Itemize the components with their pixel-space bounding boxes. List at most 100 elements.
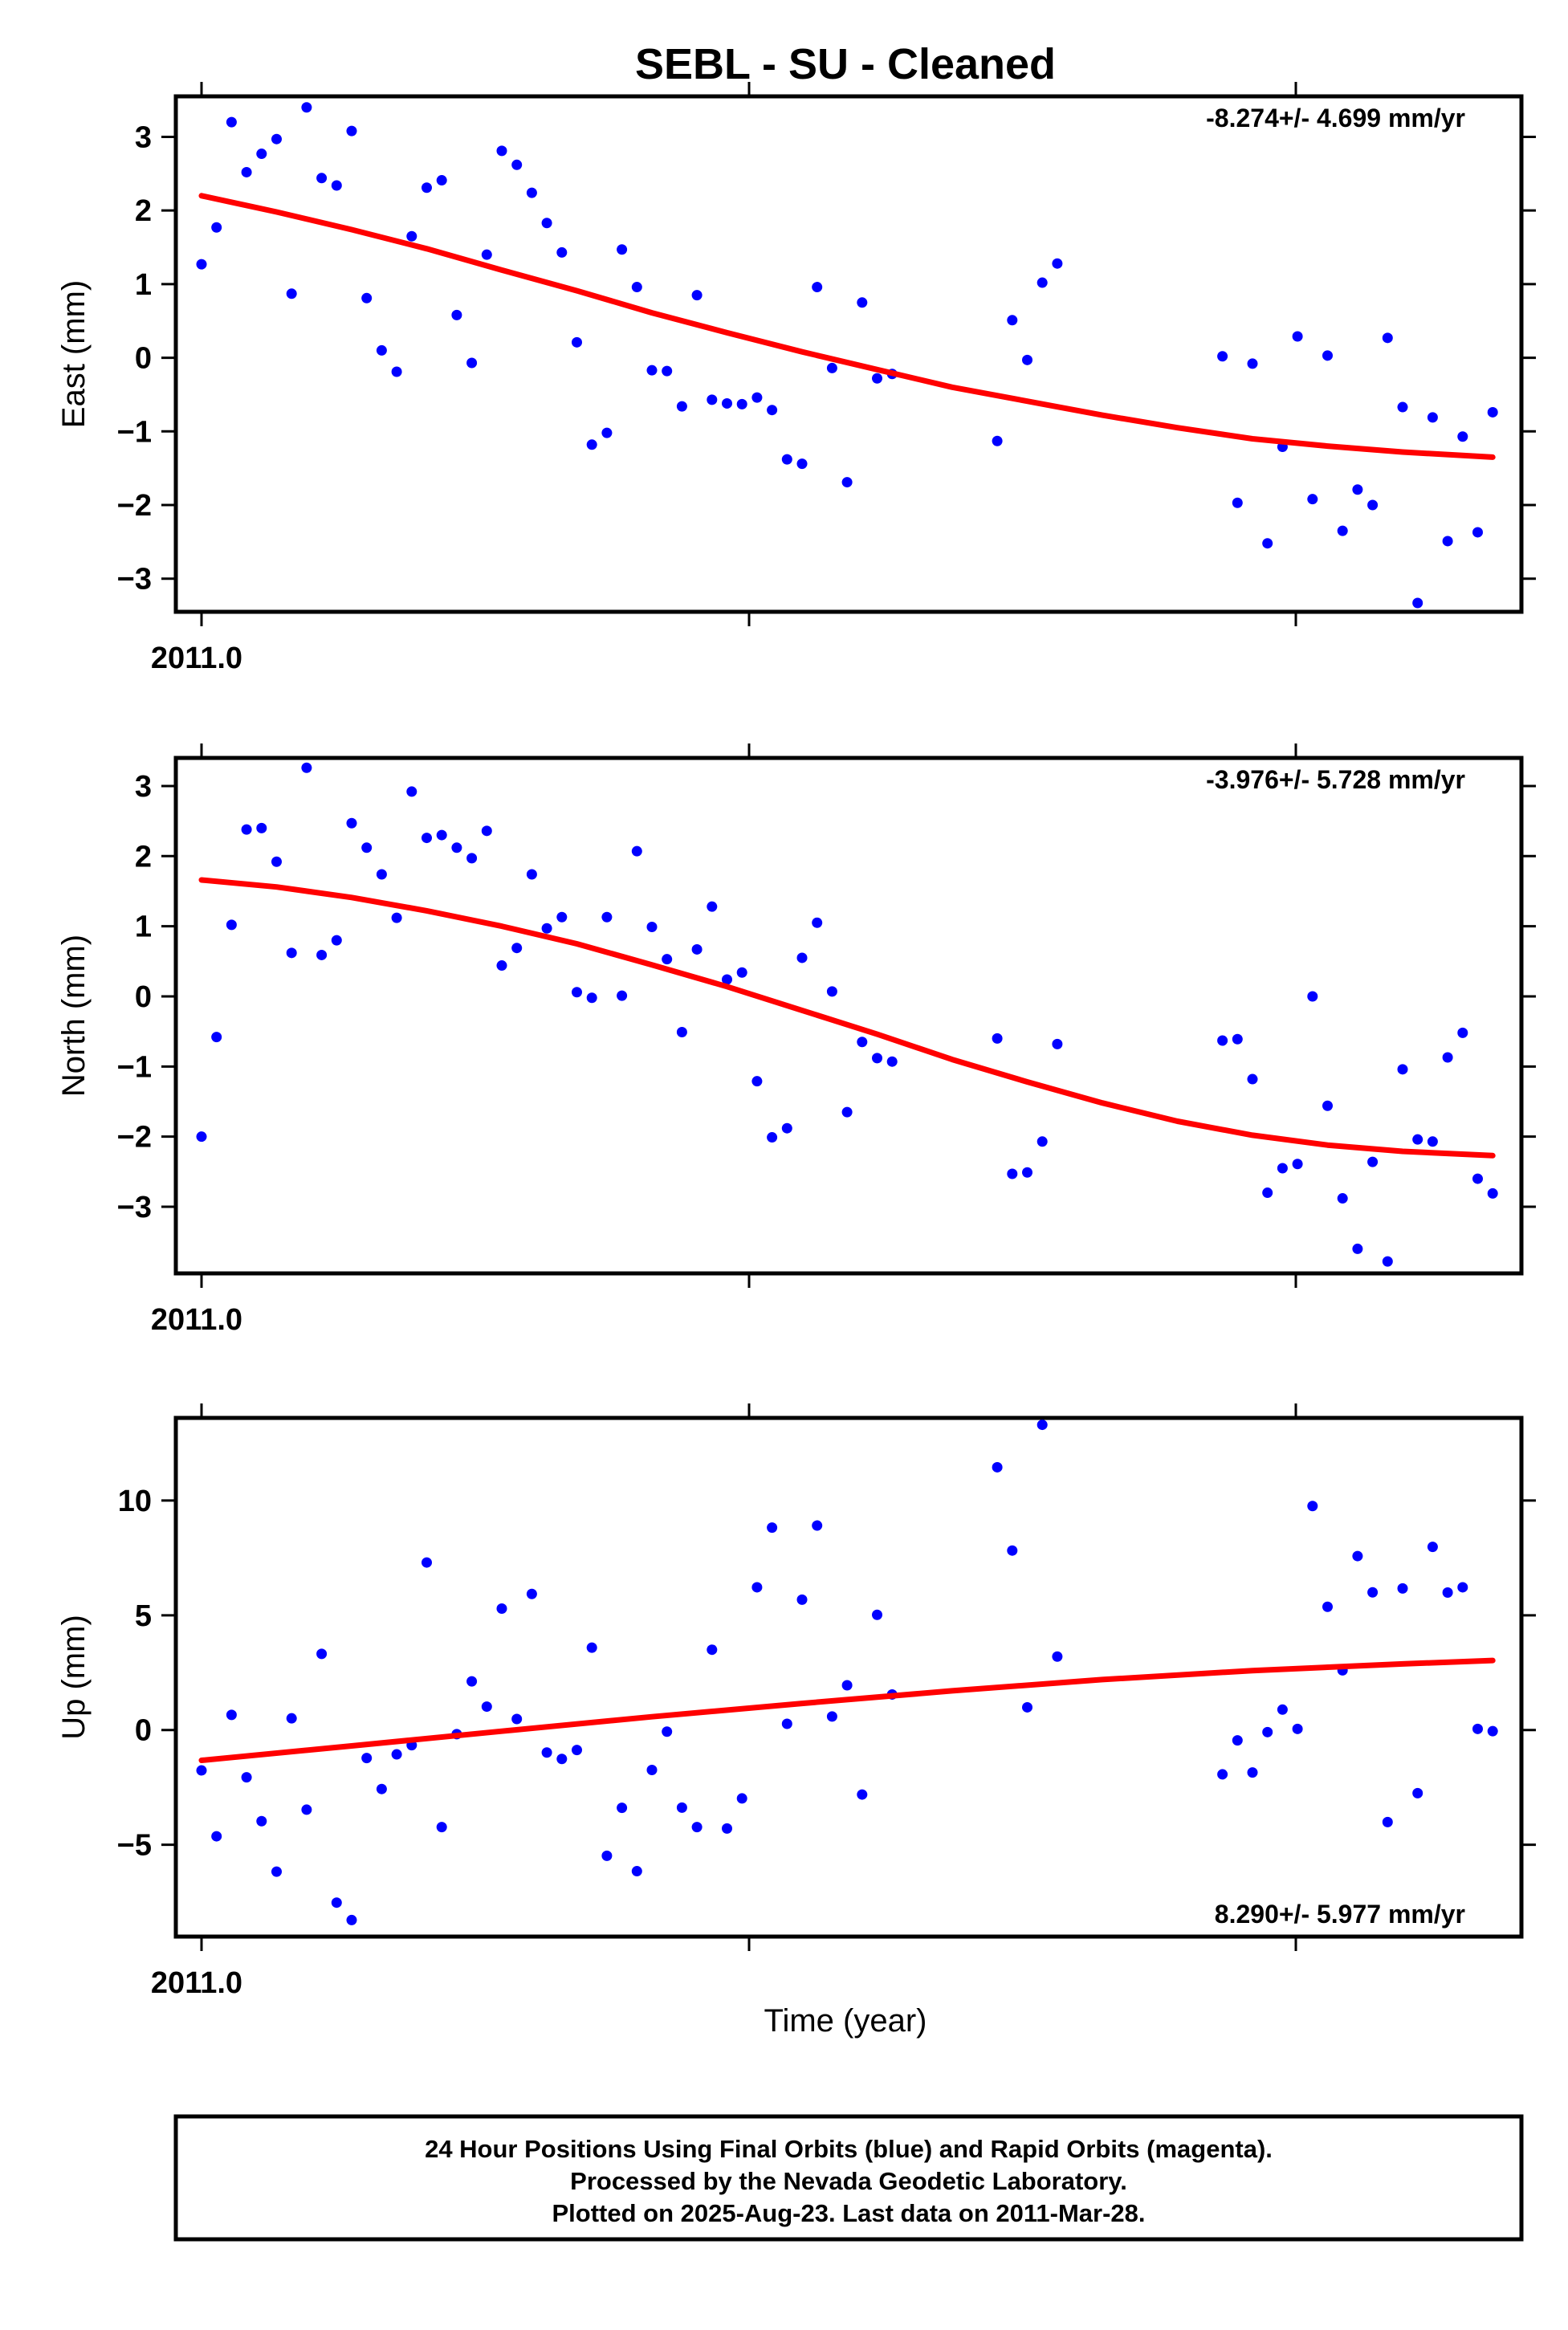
data-point	[841, 477, 853, 488]
data-point	[301, 102, 312, 113]
data-point	[1487, 1187, 1498, 1199]
data-point	[1352, 1550, 1363, 1562]
data-point	[662, 365, 673, 377]
data-point	[286, 288, 297, 299]
data-point	[586, 439, 597, 450]
y-tick-label: 0	[135, 1714, 152, 1748]
data-point	[572, 1745, 582, 1756]
east-y-axis-label: East (mm)	[56, 280, 92, 428]
data-point	[422, 182, 432, 193]
data-point	[707, 394, 718, 405]
y-tick-label: 3	[135, 120, 152, 154]
data-point	[1367, 499, 1379, 511]
data-point	[1307, 494, 1318, 505]
data-point	[1367, 1156, 1379, 1167]
data-point	[271, 1866, 282, 1877]
data-point	[1457, 1027, 1468, 1038]
data-point	[361, 842, 373, 853]
data-point	[346, 125, 357, 136]
data-point	[1442, 1587, 1453, 1599]
y-tick-label: −2	[117, 1121, 152, 1155]
data-point	[1277, 1704, 1288, 1715]
data-point	[256, 149, 267, 160]
data-point	[1052, 258, 1063, 269]
data-point	[992, 1033, 1003, 1044]
data-point	[826, 362, 837, 373]
data-point	[511, 1713, 523, 1725]
data-point	[707, 1644, 718, 1656]
data-point	[436, 1822, 447, 1833]
data-point	[841, 1680, 853, 1691]
data-point	[1232, 1735, 1243, 1746]
data-point	[646, 365, 658, 376]
data-point	[211, 1032, 222, 1043]
data-point	[617, 1802, 628, 1814]
data-point	[196, 1765, 207, 1776]
data-point	[226, 919, 237, 931]
x-tick-label: 2011.0	[151, 642, 242, 675]
data-point	[196, 259, 207, 270]
up-y-axis-label: Up (mm)	[56, 1615, 92, 1740]
data-point	[226, 1709, 237, 1721]
north-y-axis-label: North (mm)	[56, 935, 92, 1097]
data-point	[1457, 431, 1468, 442]
data-point	[1292, 1159, 1303, 1170]
data-point	[586, 1642, 597, 1653]
data-point	[751, 392, 763, 403]
y-tick-label: 1	[135, 910, 152, 944]
data-point	[691, 943, 703, 955]
data-point	[1457, 1582, 1468, 1593]
data-point	[422, 833, 432, 844]
data-point	[1247, 358, 1258, 369]
data-point	[1412, 1134, 1423, 1145]
data-point	[361, 292, 373, 303]
data-point	[196, 1131, 207, 1143]
data-point	[511, 943, 523, 954]
north-rate-label: -3.976+/- 5.728 mm/yr	[1206, 765, 1465, 794]
up-panel: −5 0 5 10 2011.0 Up (mm) 8.290+/- 5.977 mm/yr	[56, 1403, 1536, 2000]
data-point	[556, 911, 568, 923]
data-point	[406, 786, 417, 797]
data-point	[1007, 1545, 1018, 1556]
data-point	[226, 116, 237, 128]
y-tick-label: 10	[118, 1485, 152, 1518]
data-point	[1052, 1651, 1063, 1662]
x-tick-label: 2011.0	[151, 1966, 242, 2000]
data-point	[271, 856, 282, 867]
up-fit-line	[198, 1657, 1496, 1763]
data-point	[646, 922, 658, 933]
data-point	[376, 869, 387, 880]
data-point	[211, 1831, 222, 1842]
data-point	[1472, 527, 1483, 538]
data-point	[496, 145, 507, 157]
data-point	[526, 1588, 537, 1599]
data-point	[872, 1053, 882, 1064]
data-point	[1037, 1420, 1048, 1431]
data-point	[496, 1603, 507, 1615]
data-point	[481, 1701, 492, 1713]
data-point	[1217, 1769, 1228, 1780]
data-point	[316, 949, 328, 960]
data-point	[1352, 484, 1363, 495]
data-point	[511, 159, 523, 170]
data-point	[1472, 1723, 1483, 1734]
data-point	[841, 1106, 853, 1118]
data-point	[301, 1804, 312, 1815]
y-tick-label: 2	[135, 840, 152, 874]
data-point	[346, 1914, 357, 1925]
data-point	[781, 1718, 792, 1729]
data-point	[992, 435, 1003, 446]
data-point	[1262, 1726, 1273, 1737]
data-point	[601, 1850, 613, 1861]
data-point	[541, 1747, 552, 1758]
data-point	[1022, 1167, 1032, 1178]
data-point	[466, 853, 478, 864]
y-tick-label: −3	[117, 563, 152, 597]
data-point	[812, 917, 823, 928]
data-point	[872, 1609, 882, 1620]
data-point	[601, 427, 613, 438]
data-point	[316, 173, 328, 184]
footer-border	[173, 2114, 1524, 2242]
footer-box: 24 Hour Positions Using Final Orbits (bl…	[173, 2114, 1524, 2242]
